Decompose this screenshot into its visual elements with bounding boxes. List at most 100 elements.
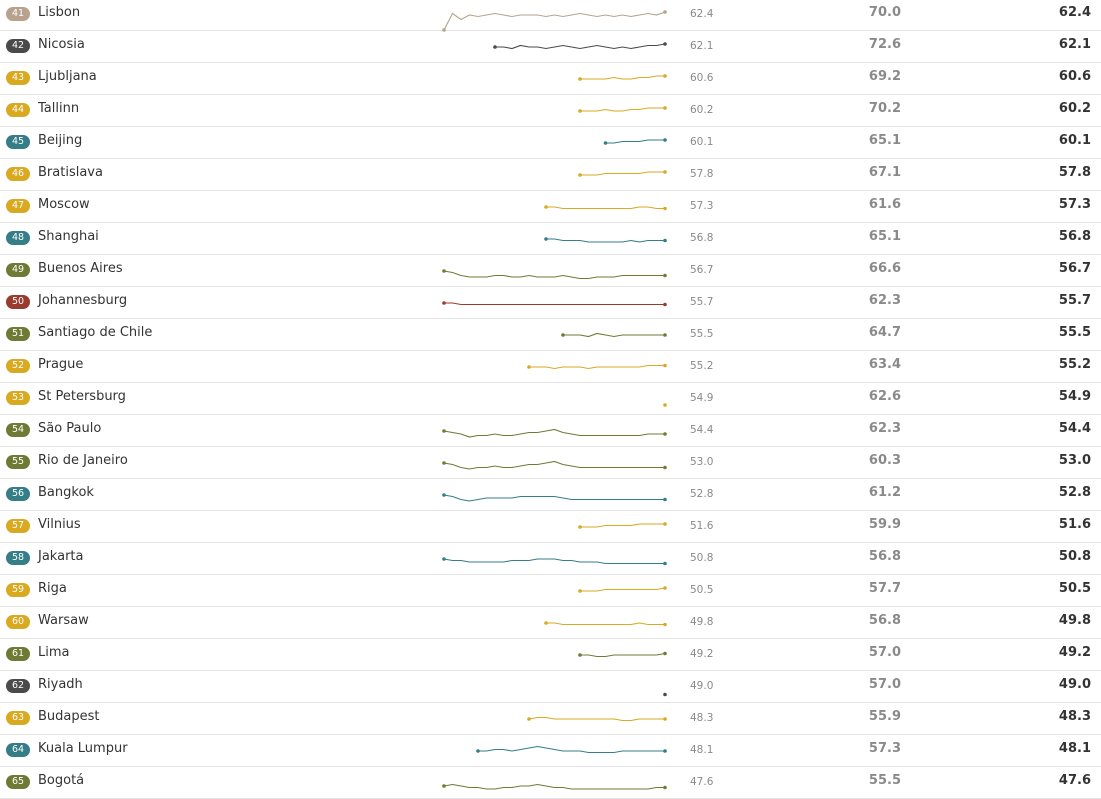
latest-value: 62.1: [690, 40, 714, 52]
table-row[interactable]: 50 Johannesburg 55.7 62.3 55.7: [0, 287, 1101, 319]
trend-start-point: [442, 493, 446, 497]
score-a: 65.1: [868, 229, 901, 244]
rank-badge: 52: [6, 359, 30, 373]
table-row[interactable]: 56 Bangkok 52.8 61.2 52.8: [0, 479, 1101, 511]
trend-sparkline: [663, 692, 667, 697]
city-name: Warsaw: [38, 613, 89, 628]
table-row[interactable]: 46 Bratislava 57.8 67.1 57.8: [0, 159, 1101, 191]
latest-value: 51.6: [690, 520, 714, 532]
trend-start-point: [442, 557, 446, 561]
trend-start-point: [578, 173, 582, 177]
rank-badge: 47: [6, 199, 30, 213]
rank-badge: 57: [6, 519, 30, 533]
city-name: Riyadh: [38, 677, 83, 692]
trend-start-point: [527, 365, 531, 369]
trend-sparkline: [442, 460, 667, 470]
score-a: 57.3: [868, 741, 901, 756]
trend-sparkline: [603, 138, 667, 145]
trend-sparkline: [578, 586, 667, 593]
score-a: 57.7: [868, 581, 901, 596]
city-name: Kuala Lumpur: [38, 741, 128, 756]
rank-badge: 65: [6, 775, 30, 789]
table-row[interactable]: 65 Bogotá 47.6 55.5 47.6: [0, 767, 1101, 799]
score-b: 48.1: [1058, 741, 1091, 756]
city-name: Beijing: [38, 133, 83, 148]
score-a: 61.2: [868, 485, 901, 500]
trend-start-point: [561, 333, 565, 337]
trend-start-point: [544, 205, 548, 209]
latest-value: 60.1: [690, 136, 714, 148]
trend-end-point: [663, 170, 667, 174]
table-row[interactable]: 51 Santiago de Chile 55.5 64.7 55.5: [0, 319, 1101, 351]
latest-value: 53.0: [690, 456, 714, 468]
score-b: 54.4: [1058, 421, 1091, 436]
trend-end-point: [663, 622, 667, 627]
table-row[interactable]: 58 Jakarta 50.8 56.8 50.8: [0, 543, 1101, 575]
trend-start-point: [442, 429, 446, 433]
city-name: Vilnius: [38, 517, 81, 532]
city-name: Riga: [38, 581, 67, 596]
table-row[interactable]: 42 Nicosia 62.1 72.6 62.1: [0, 31, 1101, 63]
table-row[interactable]: 52 Prague 55.2 63.4 55.2: [0, 351, 1101, 383]
rank-badge: 63: [6, 711, 30, 725]
trend-start-point: [442, 301, 446, 305]
trend-start-point: [476, 749, 480, 753]
trend-start-point: [442, 269, 446, 273]
trend-end-point: [663, 106, 667, 110]
latest-value: 62.4: [690, 8, 714, 20]
trend-sparkline: [544, 621, 667, 627]
score-b: 55.7: [1058, 293, 1091, 308]
score-b: 52.8: [1058, 485, 1091, 500]
trend-sparkline: [578, 106, 667, 113]
score-a: 57.0: [868, 677, 901, 692]
table-row[interactable]: 48 Shanghai 56.8 65.1 56.8: [0, 223, 1101, 255]
table-row[interactable]: 59 Riga 50.5 57.7 50.5: [0, 575, 1101, 607]
rank-badge: 62: [6, 679, 30, 693]
score-b: 47.6: [1058, 773, 1091, 788]
trend-sparkline: [578, 74, 667, 81]
trend-line: [443, 558, 665, 565]
score-a: 62.6: [868, 389, 901, 404]
trend-start-point: [578, 77, 582, 81]
table-row[interactable]: 45 Beijing 60.1 65.1 60.1: [0, 127, 1101, 159]
trend-end-point: [663, 497, 667, 502]
city-name: St Petersburg: [38, 389, 126, 404]
score-b: 49.0: [1058, 677, 1091, 692]
city-name: Budapest: [38, 709, 100, 724]
table-row[interactable]: 64 Kuala Lumpur 48.1 57.3 48.1: [0, 735, 1101, 767]
trend-end-point: [663, 74, 667, 78]
table-row[interactable]: 47 Moscow 57.3 61.6 57.3: [0, 191, 1101, 223]
rank-badge: 49: [6, 263, 30, 277]
latest-value: 49.8: [690, 616, 714, 628]
table-row[interactable]: 61 Lima 49.2 57.0 49.2: [0, 639, 1101, 671]
trend-line: [580, 171, 665, 176]
score-b: 53.0: [1058, 453, 1091, 468]
table-row[interactable]: 53 St Petersburg 54.9 62.6 54.9: [0, 383, 1101, 415]
table-row[interactable]: 63 Budapest 48.3 55.9 48.3: [0, 703, 1101, 735]
score-b: 60.6: [1058, 69, 1091, 84]
table-row[interactable]: 57 Vilnius 51.6 59.9 51.6: [0, 511, 1101, 543]
score-b: 49.8: [1058, 613, 1091, 628]
table-row[interactable]: 60 Warsaw 49.8 56.8 49.8: [0, 607, 1101, 639]
table-row[interactable]: 54 São Paulo 54.4 62.3 54.4: [0, 415, 1101, 447]
trend-line: [443, 494, 665, 502]
trend-line: [478, 745, 665, 754]
table-row[interactable]: 55 Rio de Janeiro 53.0 60.3 53.0: [0, 447, 1101, 479]
rank-badge: 53: [6, 391, 30, 405]
table-row[interactable]: 62 Riyadh 49.0 57.0 49.0: [0, 671, 1101, 703]
trend-line: [529, 364, 665, 370]
table-row[interactable]: 49 Buenos Aires 56.7 66.6 56.7: [0, 255, 1101, 287]
score-a: 60.3: [868, 453, 901, 468]
score-a: 69.2: [868, 69, 901, 84]
table-row[interactable]: 44 Tallinn 60.2 70.2 60.2: [0, 95, 1101, 127]
trend-start-point: [493, 45, 497, 49]
score-a: 67.1: [868, 165, 901, 180]
table-row[interactable]: 43 Ljubljana 60.6 69.2 60.6: [0, 63, 1101, 95]
table-row[interactable]: 41 Lisbon 62.4 70.0 62.4: [0, 0, 1101, 32]
rank-badge: 61: [6, 647, 30, 661]
rank-badge: 54: [6, 423, 30, 437]
trend-start-point: [442, 784, 446, 788]
score-b: 62.1: [1058, 37, 1091, 52]
trend-line: [444, 302, 665, 306]
score-a: 55.5: [868, 773, 901, 788]
